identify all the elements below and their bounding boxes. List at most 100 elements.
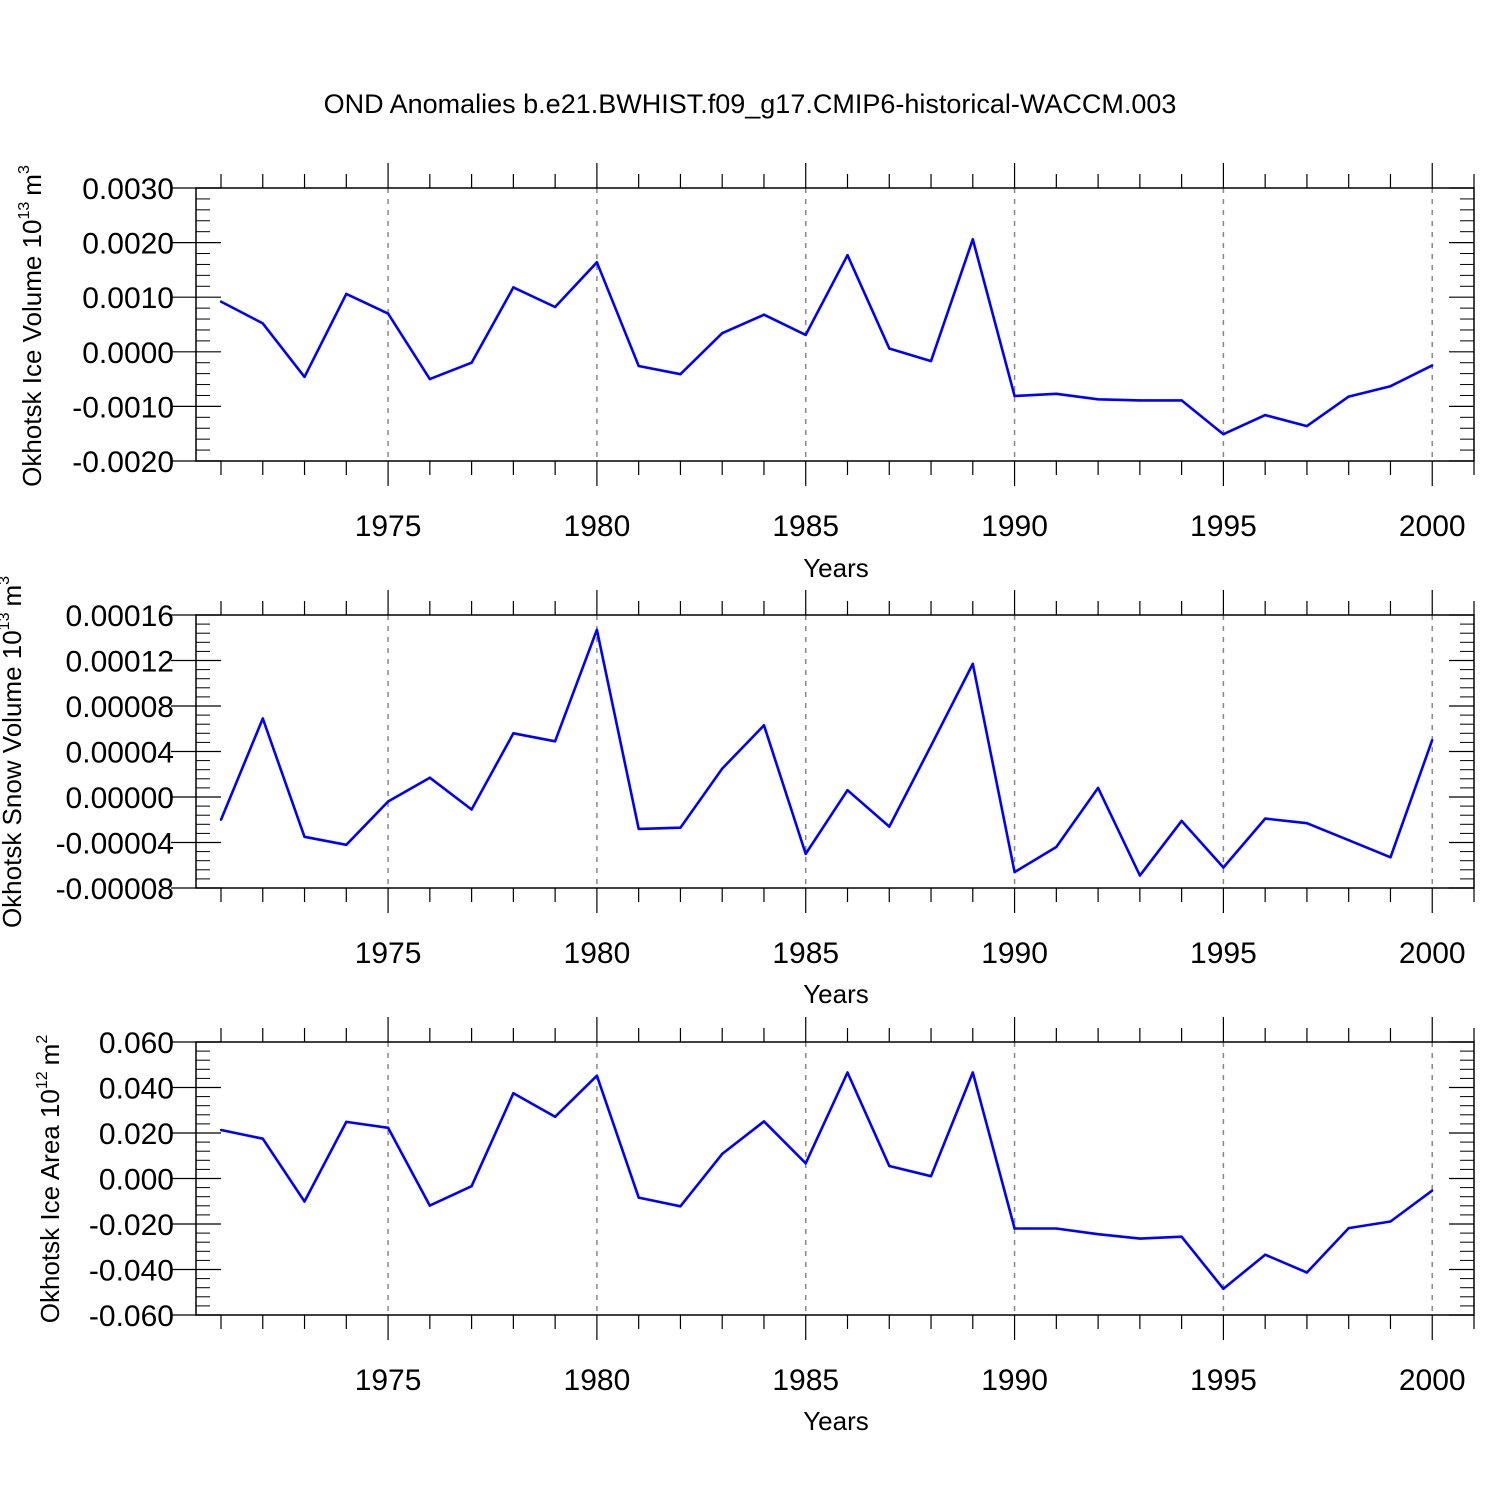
data-point <box>971 238 974 241</box>
data-point <box>303 375 306 379</box>
panel-3-plot: -0.060 -0.040 -0.020 0.000 0.020 0.040 0.060 19… <box>89 1017 1475 1397</box>
data-point <box>721 1152 724 1156</box>
panel-1-plot: -0.0020 -0.0010 0.0000 0.0010 0.0020 0.0030 19… <box>72 163 1475 543</box>
x-tick-label: 1975 <box>355 1364 422 1397</box>
data-point <box>929 1175 933 1178</box>
panel-ice-area: Okhotsk Ice Area 1012m2 Years <box>34 1035 869 1436</box>
y-tick-label: 0.0020 <box>82 228 174 261</box>
data-point <box>971 662 974 666</box>
data-point <box>929 359 933 363</box>
series-line <box>219 628 1434 877</box>
data-point <box>219 300 223 303</box>
data-point <box>679 372 682 376</box>
data-point <box>846 788 849 792</box>
y-tick-label: 0.00012 <box>66 646 174 679</box>
x-tick-label: 1990 <box>981 1364 1048 1397</box>
data-point <box>888 1164 891 1168</box>
data-point <box>303 835 306 839</box>
data-point <box>679 1205 682 1208</box>
data-point <box>1305 821 1309 825</box>
y-tick-label: 0.060 <box>99 1027 174 1060</box>
y-tick-label: 0.000 <box>99 1164 174 1197</box>
series-line <box>220 1071 1433 1291</box>
data-point <box>1222 1287 1225 1291</box>
data-point <box>762 724 766 727</box>
y-tick-label: -0.060 <box>89 1300 174 1333</box>
data-point <box>553 740 557 743</box>
data-point <box>1096 786 1100 790</box>
data-point <box>846 253 849 257</box>
x-tick-label: 1975 <box>355 510 422 543</box>
y-tick-label: -0.00008 <box>56 873 174 906</box>
data-point <box>1389 856 1392 859</box>
data-point <box>1263 817 1267 820</box>
data-point <box>386 312 390 315</box>
data-point <box>345 292 348 296</box>
data-point <box>762 1120 766 1123</box>
data-point <box>1263 1253 1267 1256</box>
y-tick-label: -0.040 <box>89 1255 174 1288</box>
data-point <box>1055 1227 1058 1230</box>
x-tick-label: 1995 <box>1190 1364 1257 1397</box>
data-point <box>762 313 766 316</box>
data-point <box>1013 1227 1016 1230</box>
y-tick-label: -0.0020 <box>72 446 174 479</box>
y-tick-label: 0.00004 <box>66 737 174 770</box>
panel-1-ylabel: Okhotsk Ice Volume 1013m3 <box>16 165 47 487</box>
data-point <box>1180 819 1183 823</box>
data-point <box>1096 1233 1100 1236</box>
data-point <box>1347 395 1350 398</box>
x-tick-label: 2000 <box>1399 1364 1466 1397</box>
data-point <box>1431 364 1434 367</box>
data-point <box>1305 424 1309 428</box>
data-point <box>1013 870 1016 874</box>
data-point <box>470 808 473 811</box>
plot-frame <box>195 187 1475 462</box>
data-point <box>470 1185 473 1188</box>
data-point <box>721 332 724 335</box>
data-point <box>386 1126 390 1129</box>
data-point <box>219 818 223 821</box>
x-tick-label: 2000 <box>1399 937 1466 970</box>
data-point <box>1222 866 1225 869</box>
data-point <box>888 825 891 828</box>
data-point <box>846 1071 849 1074</box>
y-tick-label: 0.020 <box>99 1118 174 1151</box>
data-point <box>470 361 473 364</box>
data-point <box>804 852 807 856</box>
data-point <box>637 827 640 831</box>
x-tick-label: 1985 <box>772 937 839 970</box>
data-point <box>512 286 515 289</box>
data-point <box>345 1120 348 1124</box>
data-point <box>929 744 933 748</box>
panel-2-xlabel: Years <box>803 979 869 1009</box>
y-tick-label: 0.00008 <box>66 691 174 724</box>
data-point <box>1347 1226 1350 1230</box>
x-tick-label: 1990 <box>981 937 1048 970</box>
x-tick-label: 1995 <box>1190 510 1257 543</box>
data-point <box>1305 1271 1309 1274</box>
figure-title: OND Anomalies b.e21.BWHIST.f09_g17.CMIP6… <box>324 89 1177 119</box>
y-tick-label: -0.0010 <box>72 391 174 424</box>
data-point <box>595 1074 599 1077</box>
data-point <box>888 347 891 350</box>
x-tick-label: 1985 <box>772 1364 839 1397</box>
y-tick-label: 0.0030 <box>82 173 174 206</box>
data-point <box>1055 392 1058 396</box>
data-point <box>219 1128 223 1132</box>
panel-ice-volume: Okhotsk Ice Volume 1013m3 Years <box>16 165 869 583</box>
data-point <box>1138 874 1142 877</box>
x-tick-label: 2000 <box>1399 510 1466 543</box>
data-point <box>1138 1237 1142 1240</box>
y-tick-label: 0.00016 <box>66 600 174 633</box>
panel-2-ylabel: Okhotsk Snow Volume 1013m3 <box>0 576 27 928</box>
x-tick-label: 1990 <box>981 510 1048 543</box>
x-tick-label: 1980 <box>564 1364 631 1397</box>
data-point <box>971 1071 974 1074</box>
data-point <box>721 767 724 770</box>
data-point <box>386 800 390 803</box>
data-point <box>1222 433 1225 436</box>
data-point <box>637 364 640 368</box>
data-point <box>1389 384 1392 388</box>
